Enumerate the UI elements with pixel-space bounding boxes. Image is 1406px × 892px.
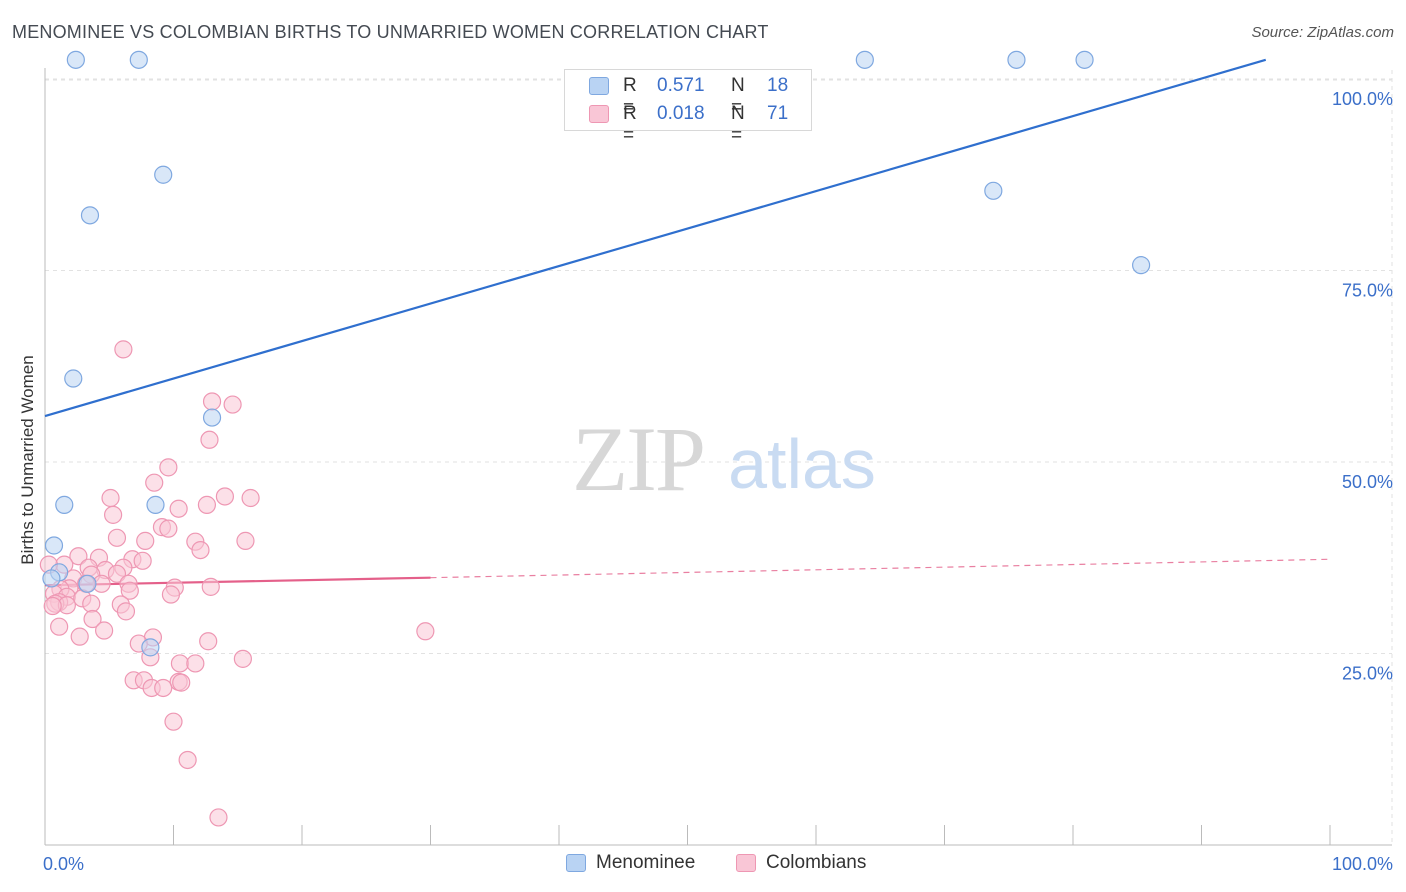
watermark-zip: ZIP — [572, 408, 704, 510]
data-points — [39, 50, 1151, 827]
colombian-point — [202, 392, 222, 411]
menominee-point — [55, 495, 74, 514]
menominee-point — [855, 50, 874, 69]
menominee-point — [64, 369, 83, 388]
y-axis-label-wrap: Births to Unmarried Women — [16, 330, 40, 590]
colombian-point — [200, 430, 219, 449]
y-tick-label: 75.0% — [1342, 281, 1393, 301]
colombian-point — [82, 594, 101, 613]
colombian-point — [70, 627, 89, 646]
series-legend: Menominee Colombians — [0, 852, 1406, 878]
x-tick-label: 0.0% — [43, 854, 84, 874]
r-label: R = — [623, 103, 637, 146]
colombians-swatch — [589, 105, 609, 123]
watermark: ZIP atlas — [572, 408, 876, 510]
legend-label: Colombians — [766, 852, 867, 873]
chart-title: MENOMINEE VS COLOMBIAN BIRTHS TO UNMARRI… — [12, 22, 769, 42]
trend-line-extension — [430, 558, 1331, 579]
r-value: 0.571 — [657, 75, 705, 96]
colombians-swatch — [736, 854, 756, 872]
colombian-point — [154, 678, 173, 698]
watermark-atlas: atlas — [728, 425, 876, 503]
menominee-point — [146, 495, 165, 514]
source-label: Source: ZipAtlas.com — [1251, 24, 1394, 41]
colombian-point — [164, 712, 183, 731]
colombian-point — [136, 531, 155, 550]
colombian-point — [209, 808, 228, 827]
r-value: 0.018 — [657, 103, 705, 124]
y-tick-label: 100.0% — [1332, 89, 1393, 109]
colombian-point — [161, 585, 181, 604]
menominee-point — [78, 574, 97, 593]
colombian-point — [186, 654, 205, 673]
menominee-point — [44, 536, 64, 555]
colombian-point — [145, 473, 164, 492]
colombian-point — [215, 487, 234, 506]
colombian-point — [241, 488, 260, 508]
colombian-point — [233, 649, 252, 668]
colombian-point — [69, 547, 88, 566]
n-label: N = — [731, 75, 745, 118]
colombian-point — [236, 531, 255, 550]
y-axis-label: Births to Unmarried Women — [18, 355, 37, 565]
colombian-point — [43, 596, 62, 616]
menominee-swatch — [589, 77, 609, 95]
x-tick-label: 100.0% — [1332, 854, 1393, 874]
colombian-point — [114, 340, 133, 359]
n-value: 18 — [767, 75, 789, 96]
colombian-point — [170, 654, 190, 673]
axes — [44, 68, 1392, 846]
grid-lines — [45, 70, 1393, 845]
menominee-swatch — [566, 854, 586, 872]
colombian-point — [101, 488, 120, 508]
colombian-point — [416, 622, 435, 641]
colombian-point — [133, 551, 152, 570]
colombian-point — [159, 519, 178, 538]
colombian-point — [50, 617, 69, 636]
n-label: N = — [731, 103, 745, 146]
colombian-point — [116, 602, 136, 621]
y-tick-label: 25.0% — [1342, 664, 1393, 684]
colombian-point — [223, 395, 242, 414]
menominee-point — [1132, 256, 1151, 275]
colombian-point — [197, 495, 217, 514]
colombian-point — [178, 750, 197, 770]
colombian-point — [169, 499, 188, 518]
menominee-point — [42, 569, 61, 588]
colombian-point — [104, 505, 123, 524]
colombian-point — [172, 673, 191, 692]
menominee-point — [66, 50, 85, 69]
menominee-point — [154, 165, 173, 184]
colombian-point — [199, 632, 218, 651]
menominee-point — [1007, 50, 1026, 69]
colombian-point — [120, 581, 139, 600]
colombian-point — [201, 577, 220, 596]
legend-label: Menominee — [596, 852, 696, 873]
menominee-point — [202, 408, 222, 427]
colombian-point — [83, 609, 102, 629]
stats-legend: R = 0.571 N = 18 R = 0.018 N = 71 — [564, 69, 812, 146]
tick-labels: 25.0% 50.0% 75.0% 100.0% 0.0% 100.0% — [43, 89, 1393, 874]
menominee-point — [141, 638, 160, 657]
colombian-point — [159, 458, 178, 477]
r-label: R = — [623, 75, 637, 118]
n-value: 71 — [767, 103, 789, 124]
colombian-point — [95, 621, 114, 640]
y-tick-label: 50.0% — [1342, 472, 1393, 492]
menominee-point — [1075, 50, 1094, 69]
colombian-point — [107, 564, 127, 583]
trend-line-menominee — [44, 58, 1267, 418]
colombian-point — [107, 528, 127, 547]
menominee-point — [984, 181, 1003, 200]
menominee-point — [129, 50, 148, 69]
colombian-point — [191, 540, 210, 560]
menominee-point — [80, 206, 100, 225]
